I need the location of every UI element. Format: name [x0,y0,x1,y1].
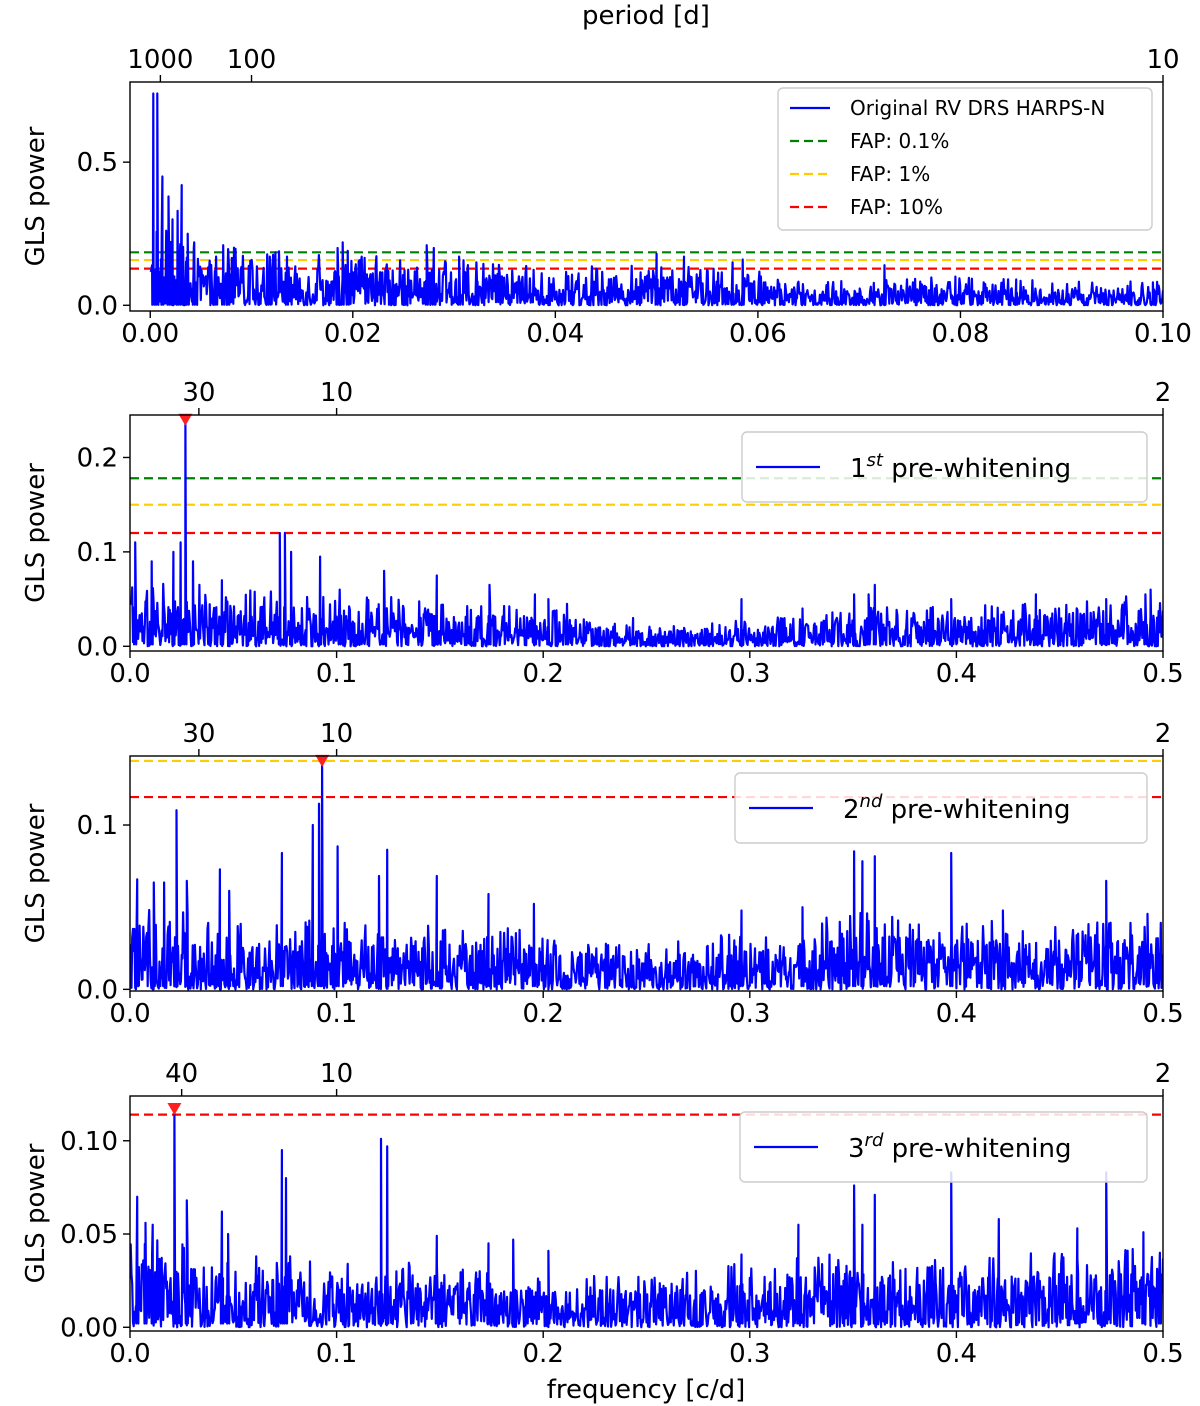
legend-label: FAP: 1% [850,162,930,186]
plot-frame [129,1095,1164,1332]
x-tick-label: 0.5 [1142,999,1183,1029]
period-tick-label: 100 [227,45,277,75]
x-tick-label: 0.08 [932,319,990,349]
legend-label: 1st pre-whitening [850,450,1071,484]
y-tick-label: 0.10 [60,1127,118,1157]
y-tick-label: 0.05 [60,1220,118,1250]
y-tick-label: 0.0 [77,291,118,321]
x-tick-label: 0.0 [109,659,150,689]
x-tick-label: 0.04 [526,319,584,349]
peak-marker [167,1103,182,1116]
plot-frame [129,755,1164,992]
legend-label: FAP: 10% [850,195,943,219]
top-axis-title: period [d] [582,1,710,31]
x-tick-label: 0.4 [936,999,977,1029]
period-tick-label: 2 [1155,1059,1172,1089]
x-tick-label: 0.4 [936,659,977,689]
legend-box [734,772,1148,844]
x-tick-label: 0.00 [121,319,179,349]
panel-pw3: 0.0 0.1 0.2 0.3 0.4 0.5 0.00 0.05 0.10 40 10 2 GLS p… [21,1059,1184,1369]
y-tick-label: 0.1 [77,538,118,568]
x-tick-label: 0.5 [1142,659,1183,689]
x-tick-label: 0.4 [936,1339,977,1369]
x-tick-label: 0.3 [729,999,770,1029]
gls-series-line [149,92,1163,307]
y-tick-label: 0.0 [77,975,118,1005]
gls-series-line [130,1108,1163,1329]
x-tick-label: 0.1 [316,1339,357,1369]
plot-frame [129,414,1164,652]
y-axis-label: GLS power [21,463,51,603]
legend-box [739,1111,1148,1183]
gls-series-line [130,418,1163,648]
panel-pw1: 0.0 0.1 0.2 0.3 0.4 0.5 0.0 0.1 0.2 30 10 2 GLS powe… [21,378,1184,689]
peak-marker [178,413,193,426]
y-axis-label: GLS power [21,1143,51,1283]
y-tick-label: 0.00 [60,1313,118,1343]
y-tick-label: 0.5 [77,148,118,178]
period-tick-label: 10 [1146,45,1179,75]
legend-box [741,431,1148,503]
x-tick-label: 0.1 [316,659,357,689]
period-tick-label: 30 [182,719,215,749]
plot-frame [129,81,1164,312]
x-tick-label: 0.3 [729,1339,770,1369]
period-tick-label: 30 [182,378,215,408]
y-tick-label: 0.1 [77,811,118,841]
period-tick-label: 2 [1155,719,1172,749]
period-tick-label: 10 [320,719,353,749]
legend-label: 2nd pre-whitening [843,791,1071,825]
x-tick-label: 0.5 [1142,1339,1183,1369]
x-tick-label: 0.0 [109,999,150,1029]
bottom-axis-title: frequency [c/d] [547,1375,746,1405]
period-tick-label: 10 [320,1059,353,1089]
legend-label: 3rd pre-whitening [848,1130,1071,1164]
x-tick-label: 0.2 [523,659,564,689]
x-tick-label: 0.3 [729,659,770,689]
period-tick-label: 1000 [127,45,193,75]
y-tick-label: 0.2 [77,443,118,473]
period-tick-label: 10 [320,378,353,408]
x-tick-label: 0.02 [324,319,382,349]
period-tick-label: 2 [1155,378,1172,408]
legend-box [777,87,1153,231]
legend-label: Original RV DRS HARPS-N [850,96,1105,120]
y-axis-label: GLS power [21,803,51,943]
y-axis-label: GLS power [21,126,51,266]
x-tick-label: 0.0 [109,1339,150,1369]
panel-pw2: 0.0 0.1 0.2 0.3 0.4 0.5 0.0 0.1 30 10 2 GLS power 2n… [21,719,1184,1029]
panel-original: 0.00 0.02 0.04 0.06 0.08 0.10 0.0 0.5 1000 100 10 G… [21,45,1192,349]
legend-label: FAP: 0.1% [850,129,949,153]
peak-marker [315,754,330,767]
gls-series-line [130,759,1163,991]
x-tick-label: 0.1 [316,999,357,1029]
x-tick-label: 0.2 [523,999,564,1029]
x-tick-label: 0.10 [1134,319,1192,349]
x-tick-label: 0.06 [729,319,787,349]
x-tick-label: 0.2 [523,1339,564,1369]
period-tick-label: 40 [165,1059,198,1089]
y-tick-label: 0.0 [77,632,118,662]
